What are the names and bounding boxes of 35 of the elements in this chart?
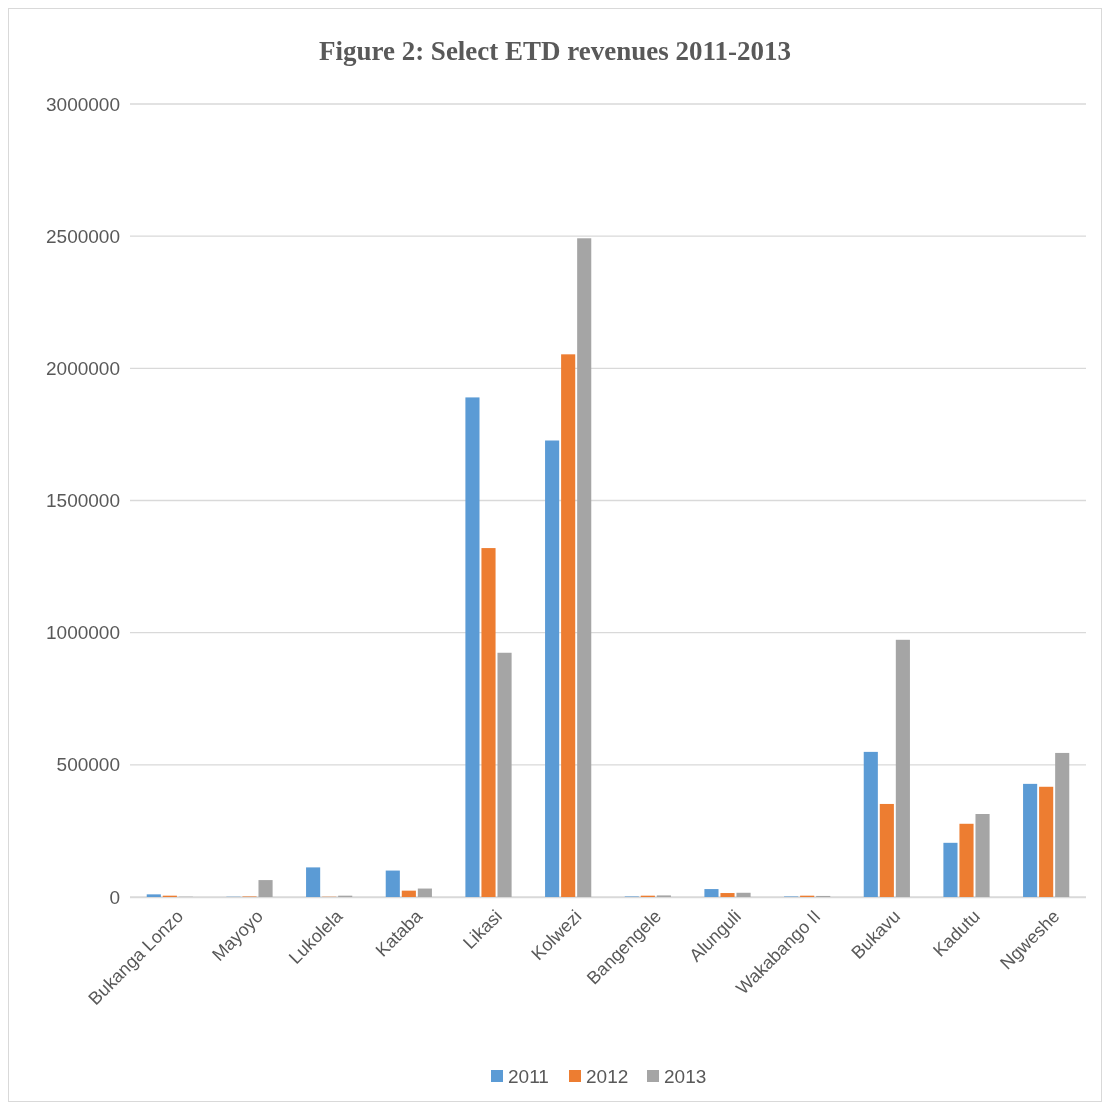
y-tick-label: 0 xyxy=(109,886,120,908)
legend-label: 2011 xyxy=(508,1065,549,1087)
bar xyxy=(975,814,990,897)
bar xyxy=(959,823,974,897)
bar xyxy=(481,548,496,897)
bar xyxy=(306,867,321,897)
bar xyxy=(497,652,512,897)
bar xyxy=(1039,786,1054,897)
y-tick-label: 2500000 xyxy=(46,225,120,247)
legend-label: 2013 xyxy=(664,1065,707,1087)
bar xyxy=(863,751,878,897)
bar xyxy=(720,893,735,897)
y-tick-label: 3000000 xyxy=(46,93,120,115)
bar xyxy=(879,803,894,897)
bar xyxy=(736,892,751,897)
bar xyxy=(1023,783,1038,897)
y-tick-label: 500000 xyxy=(56,754,120,776)
bar xyxy=(704,889,719,897)
y-tick-label: 1000000 xyxy=(46,622,120,644)
bar xyxy=(545,440,560,897)
bar xyxy=(146,894,161,897)
bar xyxy=(401,890,416,897)
bar xyxy=(561,354,576,897)
bar xyxy=(417,888,432,897)
bar xyxy=(577,238,592,897)
bar xyxy=(465,397,480,897)
chart-title: Figure 2: Select ETD revenues 2011-2013 xyxy=(318,36,792,66)
bar xyxy=(258,880,273,897)
bar xyxy=(385,870,400,897)
y-tick-label: 2000000 xyxy=(46,357,120,379)
legend-label: 2012 xyxy=(586,1065,629,1087)
y-tick-label: 1500000 xyxy=(46,490,120,512)
bar xyxy=(1055,752,1070,897)
bar xyxy=(943,842,958,897)
bar xyxy=(895,639,910,897)
